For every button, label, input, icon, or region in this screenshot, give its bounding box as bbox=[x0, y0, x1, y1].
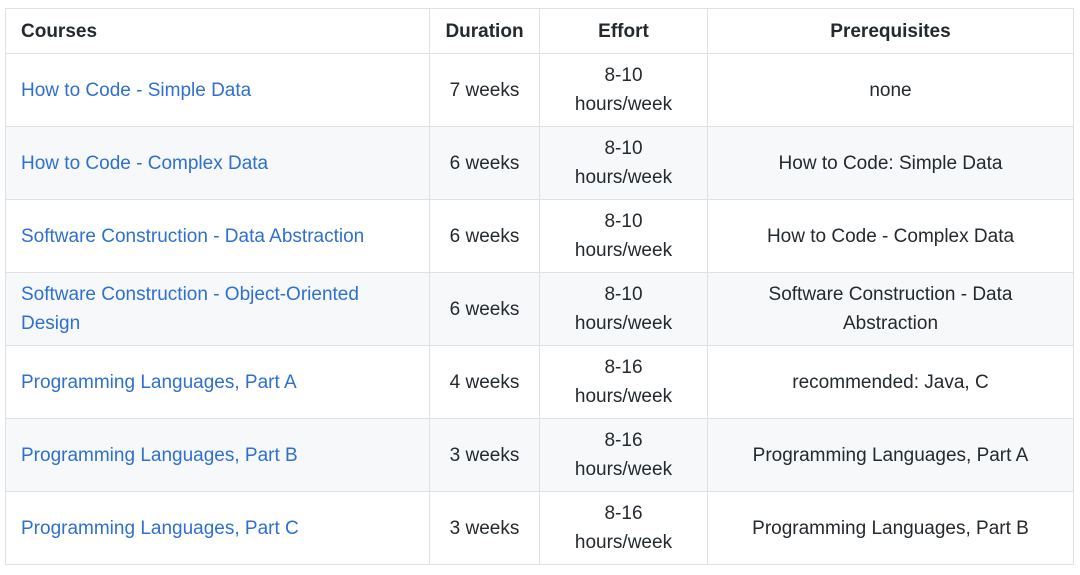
course-cell: How to Code - Simple Data bbox=[5, 53, 430, 127]
course-link[interactable]: Software Construction - Data Abstraction bbox=[21, 225, 365, 247]
table-row: Software Construction - Data Abstraction… bbox=[5, 199, 1074, 273]
course-link[interactable]: Programming Languages, Part B bbox=[21, 444, 298, 466]
effort-unit: hours/week bbox=[574, 167, 673, 188]
prerequisites-cell: Programming Languages, Part A bbox=[707, 418, 1074, 492]
table-row: Programming Languages, Part C 3 weeks 8-… bbox=[5, 491, 1074, 565]
effort-cell: 8-10 hours/week bbox=[539, 272, 708, 346]
duration-cell: 3 weeks bbox=[429, 418, 540, 492]
courses-table: Courses Duration Effort Prerequisites Ho… bbox=[5, 8, 1074, 565]
effort-range: 8-16 bbox=[604, 503, 643, 524]
effort-range: 8-16 bbox=[604, 430, 643, 451]
header-courses: Courses bbox=[5, 8, 430, 54]
duration-cell: 7 weeks bbox=[429, 53, 540, 127]
effort-range: 8-10 bbox=[604, 211, 643, 232]
prerequisites-cell: Software Construction - Data Abstraction bbox=[707, 272, 1074, 346]
effort-cell: 8-16 hours/week bbox=[539, 418, 708, 492]
duration-cell: 6 weeks bbox=[429, 199, 540, 273]
course-cell: Programming Languages, Part C bbox=[5, 491, 430, 565]
prerequisites-cell: How to Code - Complex Data bbox=[707, 199, 1074, 273]
course-link[interactable]: Programming Languages, Part A bbox=[21, 371, 297, 393]
course-cell: Software Construction - Data Abstraction bbox=[5, 199, 430, 273]
effort-unit: hours/week bbox=[574, 313, 673, 334]
table-header: Courses Duration Effort Prerequisites bbox=[5, 8, 1074, 54]
table-row: Software Construction - Object-Oriented … bbox=[5, 272, 1074, 346]
courses-table-container: Courses Duration Effort Prerequisites Ho… bbox=[5, 8, 1074, 565]
course-link[interactable]: Programming Languages, Part C bbox=[21, 517, 299, 539]
effort-cell: 8-10 hours/week bbox=[539, 126, 708, 200]
table-body: How to Code - Simple Data 7 weeks 8-10 ho… bbox=[5, 53, 1074, 565]
duration-cell: 3 weeks bbox=[429, 491, 540, 565]
duration-cell: 4 weeks bbox=[429, 345, 540, 419]
effort-range: 8-10 bbox=[604, 138, 643, 159]
effort-unit: hours/week bbox=[574, 94, 673, 115]
course-cell: Software Construction - Object-Oriented … bbox=[5, 272, 430, 346]
prerequisites-cell: none bbox=[707, 53, 1074, 127]
effort-range: 8-10 bbox=[604, 65, 643, 86]
header-effort: Effort bbox=[539, 8, 708, 54]
effort-cell: 8-16 hours/week bbox=[539, 345, 708, 419]
table-row: Programming Languages, Part A 4 weeks 8-… bbox=[5, 345, 1074, 419]
prerequisites-cell: recommended: Java, C bbox=[707, 345, 1074, 419]
duration-cell: 6 weeks bbox=[429, 126, 540, 200]
effort-unit: hours/week bbox=[574, 240, 673, 261]
table-row: How to Code - Complex Data 6 weeks 8-10 h… bbox=[5, 126, 1074, 200]
effort-cell: 8-10 hours/week bbox=[539, 199, 708, 273]
effort-cell: 8-16 hours/week bbox=[539, 491, 708, 565]
course-link[interactable]: Software Construction - Object-Oriented … bbox=[21, 284, 359, 334]
header-row: Courses Duration Effort Prerequisites bbox=[5, 8, 1074, 54]
prerequisites-cell: How to Code: Simple Data bbox=[707, 126, 1074, 200]
prerequisites-cell: Programming Languages, Part B bbox=[707, 491, 1074, 565]
header-prerequisites: Prerequisites bbox=[707, 8, 1074, 54]
course-cell: Programming Languages, Part A bbox=[5, 345, 430, 419]
course-cell: How to Code - Complex Data bbox=[5, 126, 430, 200]
duration-cell: 6 weeks bbox=[429, 272, 540, 346]
effort-unit: hours/week bbox=[574, 532, 673, 553]
effort-unit: hours/week bbox=[574, 386, 673, 407]
effort-unit: hours/week bbox=[574, 459, 673, 480]
course-link[interactable]: How to Code - Complex Data bbox=[21, 152, 269, 174]
course-link[interactable]: How to Code - Simple Data bbox=[21, 79, 252, 101]
header-duration: Duration bbox=[429, 8, 540, 54]
table-row: Programming Languages, Part B 3 weeks 8-… bbox=[5, 418, 1074, 492]
effort-cell: 8-10 hours/week bbox=[539, 53, 708, 127]
course-cell: Programming Languages, Part B bbox=[5, 418, 430, 492]
table-row: How to Code - Simple Data 7 weeks 8-10 ho… bbox=[5, 53, 1074, 127]
effort-range: 8-16 bbox=[604, 357, 643, 378]
effort-range: 8-10 bbox=[604, 284, 643, 305]
